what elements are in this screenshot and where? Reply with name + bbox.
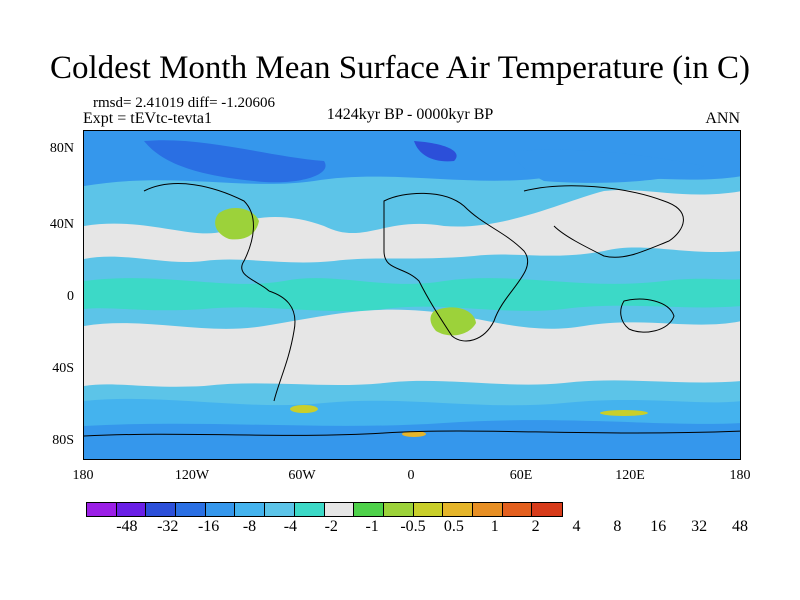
greenland-coldest-spot: [414, 141, 457, 162]
period-label: 1424kyr BP - 0000kyr BP: [326, 106, 494, 123]
x-tick-60w: 60W: [288, 468, 316, 483]
legend-label: -2: [324, 518, 338, 535]
x-tick-0: 0: [407, 468, 415, 483]
rmsd-diff-stats: rmsd= 2.41019 diff= -1.20606: [93, 95, 276, 111]
x-tick-180e: 180: [729, 468, 751, 483]
legend-label: -32: [157, 518, 179, 535]
legend-swatch: [205, 503, 236, 516]
legend-swatch: [324, 503, 355, 516]
legend-label: -1: [365, 518, 379, 535]
x-tick-60e: 60E: [509, 468, 533, 483]
y-tick-40s: 40S: [52, 361, 74, 376]
y-tick-80s: 80S: [52, 433, 74, 448]
legend-swatch: [265, 503, 295, 516]
asia-coast: [523, 185, 684, 258]
legend-swatch: [146, 503, 177, 516]
legend-swatch: [116, 503, 147, 516]
legend-swatch: [294, 503, 325, 516]
southern-neutral-belt: [84, 309, 740, 387]
map-svg: [84, 131, 740, 459]
color-legend-bar: [86, 502, 563, 517]
legend-swatch: [354, 503, 384, 516]
legend-swatch: [383, 503, 414, 516]
figure-title: Coldest Month Mean Surface Air Temperatu…: [50, 50, 750, 86]
legend-swatch: [413, 503, 444, 516]
legend-swatch: [443, 503, 473, 516]
x-tick-180w: 180: [72, 468, 94, 483]
africa-warm-patch: [430, 307, 476, 336]
coastlines: [84, 183, 740, 437]
legend-label: 4: [572, 518, 581, 535]
legend-swatch: [472, 503, 503, 516]
legend-swatch: [502, 503, 533, 516]
legend-label: 2: [531, 518, 540, 535]
canada-cold-region: [144, 140, 326, 183]
australia-coast: [620, 298, 675, 333]
x-tick-120e: 120E: [615, 468, 645, 483]
legend-label: 0.5: [443, 518, 464, 535]
legend-swatch: [87, 503, 117, 516]
legend-swatch: [235, 503, 266, 516]
north-america-warm-patch: [215, 207, 259, 240]
legend-label: -0.5: [400, 518, 426, 535]
x-tick-120w: 120W: [174, 468, 210, 483]
color-legend-labels: -48 -32 -16 -8 -4 -2 -1 -0.5 0.5 1 2 4 8 16 32 48: [0, 518, 800, 538]
legend-label: 16: [650, 518, 667, 535]
legend-swatch: [532, 503, 562, 516]
africa-europe-coast: [383, 192, 529, 342]
legend-label: -48: [116, 518, 138, 535]
experiment-label: Expt = tEVtc-tevta1: [83, 110, 212, 127]
legend-label: 32: [691, 518, 708, 535]
legend-label: -8: [242, 518, 257, 535]
antarctic-warm-spot-2: [402, 431, 426, 437]
y-tick-80n: 80N: [49, 141, 74, 156]
legend-label: -4: [283, 518, 298, 535]
siberia-cold-region: [514, 149, 704, 183]
season-label: ANN: [705, 110, 740, 127]
tropical-slight-cool-band: [84, 278, 740, 312]
north-america-coast: [143, 183, 270, 292]
antarctic-warm-spot-1: [290, 405, 318, 413]
legend-label: 1: [490, 518, 499, 535]
south-america-coast: [268, 290, 296, 402]
legend-swatch: [176, 503, 206, 516]
y-tick-0: 0: [67, 289, 74, 304]
y-tick-40n: 40N: [49, 217, 74, 232]
antarctic-cold-band: [84, 420, 740, 459]
northern-neutral-belt: [84, 189, 740, 263]
legend-label: -16: [197, 518, 220, 535]
legend-label: 48: [732, 518, 748, 535]
antarctic-warm-spot-3: [600, 410, 648, 416]
legend-label: 8: [613, 518, 622, 535]
antarctica-coast: [84, 430, 740, 437]
temperature-anomaly-map: [83, 130, 741, 460]
